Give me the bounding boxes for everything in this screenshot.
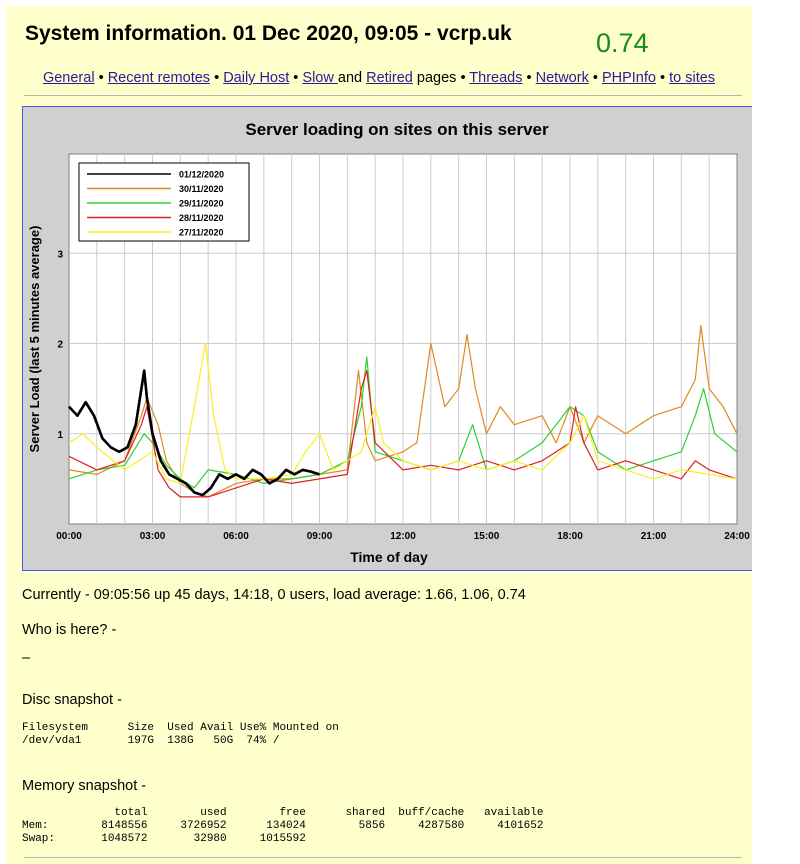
chart-title: Server loading on sites on this server — [245, 120, 549, 139]
nav-text-pages: pages — [416, 70, 457, 86]
legend-label: 28/11/2020 — [179, 213, 224, 223]
legend-label: 01/12/2020 — [179, 170, 224, 180]
nav-separator: • — [660, 70, 666, 86]
memory-table: total used free shared buff/cache availa… — [22, 807, 544, 845]
nav-link-network[interactable]: Network — [535, 70, 589, 86]
nav-link-daily-host[interactable]: Daily Host — [223, 70, 290, 86]
nav-link-recent-remotes[interactable]: Recent remotes — [107, 70, 211, 86]
x-tick-label: 24:00 — [724, 531, 750, 542]
who-label: Who is here? - — [22, 622, 117, 638]
y-tick-label: 2 — [57, 340, 63, 351]
divider — [24, 95, 742, 96]
x-tick-label: 18:00 — [557, 531, 583, 542]
divider — [24, 857, 742, 858]
x-tick-label: 09:00 — [307, 531, 333, 542]
chart-svg: 1 2 3 00:00 03:00 06:00 09:00 12:00 15:00 18:00 21… — [27, 120, 750, 565]
nav-link-general[interactable]: General — [42, 70, 95, 86]
memory-label: Memory snapshot - — [22, 778, 147, 794]
nav-link-phpinfo[interactable]: PHPInfo — [601, 70, 656, 86]
series-line — [68, 369, 320, 497]
series-line — [68, 324, 738, 498]
nav-separator: • — [214, 70, 220, 86]
page: System information. 01 Dec 2020, 09:05 -… — [6, 6, 752, 864]
x-tick-label: 21:00 — [641, 531, 667, 542]
nav-separator: • — [293, 70, 299, 86]
disc-table: Filesystem Size Used Avail Use% Mounted … — [22, 722, 339, 747]
uptime-line: Currently - 09:05:56 up 45 days, 14:18, … — [22, 587, 526, 603]
y-tick-label: 3 — [57, 249, 63, 260]
x-tick-label: 15:00 — [474, 531, 500, 542]
disc-label: Disc snapshot - — [22, 692, 122, 708]
server-load-chart: 1 2 3 00:00 03:00 06:00 09:00 12:00 15:00 18:00 21… — [22, 106, 752, 571]
x-tick-label: 06:00 — [223, 531, 249, 542]
nav-links: General • Recent remotes • Daily Host • … — [6, 70, 752, 86]
nav-link-to-sites[interactable]: to sites — [669, 70, 716, 86]
series-line — [68, 370, 738, 498]
legend-label: 29/11/2020 — [179, 199, 224, 209]
x-tick-label: 00:00 — [56, 531, 82, 542]
x-axis-label: Time of day — [350, 549, 428, 565]
nav-text-and: and — [337, 70, 363, 86]
legend-label: 27/11/2020 — [179, 228, 224, 238]
who-value: – — [22, 650, 31, 666]
load-average-value: 0.74 — [596, 28, 649, 58]
legend-box — [78, 162, 250, 242]
nav-separator: • — [460, 70, 466, 86]
x-tick-label: 03:00 — [140, 531, 166, 542]
series-line — [68, 342, 738, 484]
x-tick-label: 12:00 — [390, 531, 416, 542]
nav-link-threads[interactable]: Threads — [469, 70, 523, 86]
y-tick-label: 1 — [57, 430, 63, 441]
nav-link-retired[interactable]: Retired — [366, 70, 413, 86]
nav-separator: • — [526, 70, 532, 86]
legend-label: 30/11/2020 — [179, 184, 224, 194]
nav-separator: • — [98, 70, 104, 86]
page-title: System information. 01 Dec 2020, 09:05 -… — [25, 22, 512, 45]
nav-link-slow[interactable]: Slow — [302, 70, 338, 86]
y-axis-label: Server Load (last 5 minutes average) — [27, 226, 42, 453]
nav-separator: • — [592, 70, 598, 86]
